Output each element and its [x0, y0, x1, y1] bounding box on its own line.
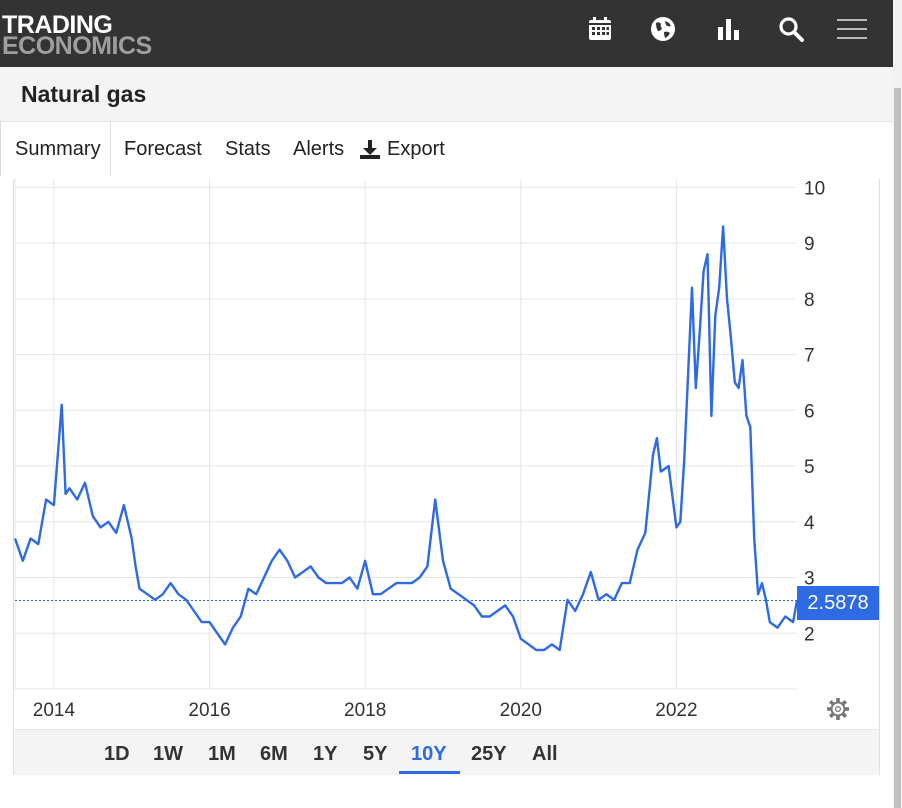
logo-line-2: ECONOMICS	[2, 31, 152, 60]
x-tick-label: 2014	[33, 700, 76, 721]
gear-icon[interactable]	[826, 697, 850, 721]
x-tick-label: 2016	[188, 700, 230, 721]
tab-alerts[interactable]: Alerts	[293, 138, 345, 160]
page-title: Natural gas	[21, 81, 147, 107]
logo[interactable]: TRADING ECONOMICS	[2, 11, 152, 60]
y-tick-label: 8	[804, 290, 815, 311]
period-all[interactable]: All	[532, 743, 558, 765]
tab-stats[interactable]: Stats	[225, 138, 271, 160]
top-nav-bar	[0, 0, 893, 67]
y-tick-label: 5	[804, 457, 815, 478]
chart-top-mask	[0, 176, 893, 179]
tab-export-label: Export	[387, 138, 445, 160]
y-tick-label: 2	[804, 624, 815, 645]
y-tick-label: 10	[804, 178, 825, 199]
x-axis-ticks: 2014 2016 2018 2020 2022	[33, 700, 698, 721]
search-icon[interactable]	[776, 14, 806, 44]
tab-export[interactable]: Export	[360, 138, 445, 161]
active-period-underline	[399, 771, 460, 774]
tab-forecast[interactable]: Forecast	[124, 138, 202, 160]
y-tick-label: 4	[804, 513, 815, 534]
x-tick-label: 2022	[655, 700, 697, 721]
current-price-tag: 2.5878	[797, 586, 879, 620]
download-icon	[360, 139, 380, 160]
x-tick-label: 2020	[500, 700, 542, 721]
scrollbar-thumb[interactable]	[894, 88, 901, 808]
hamburger-menu-icon[interactable]	[835, 14, 869, 44]
globe-icon[interactable]	[648, 14, 678, 44]
period-5y[interactable]: 5Y	[363, 743, 388, 765]
period-1y[interactable]: 1Y	[313, 743, 338, 765]
period-1m[interactable]: 1M	[208, 743, 236, 765]
logo-line-1: TRADING	[2, 11, 113, 39]
period-1d[interactable]: 1D	[104, 743, 130, 765]
tab-summary[interactable]: Summary	[15, 138, 101, 160]
period-6m[interactable]: 6M	[260, 743, 288, 765]
y-tick-label: 6	[804, 401, 815, 422]
bar-chart-icon[interactable]	[713, 14, 743, 44]
series-line	[13, 225, 799, 652]
x-tick-label: 2018	[344, 700, 386, 721]
y-tick-label: 3	[804, 569, 815, 590]
period-10y[interactable]: 10Y	[411, 743, 447, 765]
y-tick-label: 9	[804, 234, 815, 255]
calendar-icon[interactable]	[585, 14, 615, 44]
period-25y[interactable]: 25Y	[471, 743, 507, 765]
tab-divider	[110, 122, 111, 178]
y-tick-label: 7	[804, 346, 815, 367]
title-bar	[0, 67, 893, 122]
period-selector	[14, 729, 879, 775]
period-1w[interactable]: 1W	[153, 743, 183, 765]
y-axis-ticks: 2 3 4 5 6 7 8 9 10	[804, 178, 825, 645]
chart-grid	[14, 179, 797, 689]
